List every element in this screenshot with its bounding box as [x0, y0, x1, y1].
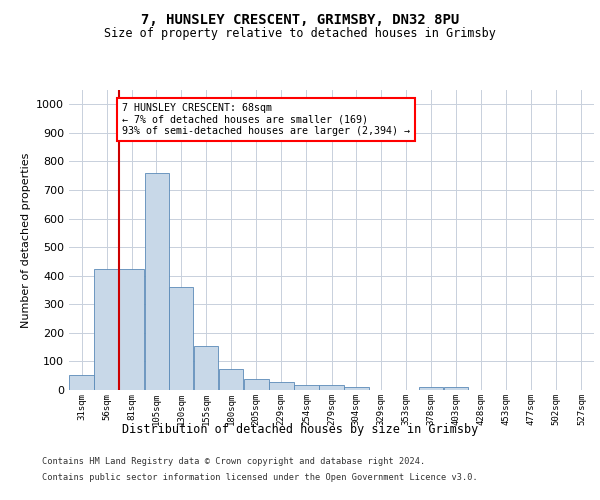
Bar	[443, 387, 468, 390]
Text: 7 HUNSLEY CRESCENT: 68sqm
← 7% of detached houses are smaller (169)
93% of semi-: 7 HUNSLEY CRESCENT: 68sqm ← 7% of detach…	[122, 103, 410, 136]
Bar	[69, 375, 94, 390]
Y-axis label: Number of detached properties: Number of detached properties	[20, 152, 31, 328]
Bar	[344, 387, 369, 390]
Text: Contains public sector information licensed under the Open Government Licence v3: Contains public sector information licen…	[42, 472, 478, 482]
Bar	[145, 173, 169, 390]
Bar	[294, 385, 319, 390]
Bar	[94, 268, 119, 390]
Bar	[194, 346, 218, 390]
Text: Contains HM Land Registry data © Crown copyright and database right 2024.: Contains HM Land Registry data © Crown c…	[42, 458, 425, 466]
Bar	[269, 382, 293, 390]
Bar	[419, 387, 443, 390]
Bar	[169, 287, 193, 390]
Bar	[244, 378, 269, 390]
Bar	[219, 368, 244, 390]
Bar	[319, 385, 344, 390]
Text: Size of property relative to detached houses in Grimsby: Size of property relative to detached ho…	[104, 28, 496, 40]
Text: Distribution of detached houses by size in Grimsby: Distribution of detached houses by size …	[122, 422, 478, 436]
Bar	[119, 268, 144, 390]
Text: 7, HUNSLEY CRESCENT, GRIMSBY, DN32 8PU: 7, HUNSLEY CRESCENT, GRIMSBY, DN32 8PU	[141, 12, 459, 26]
